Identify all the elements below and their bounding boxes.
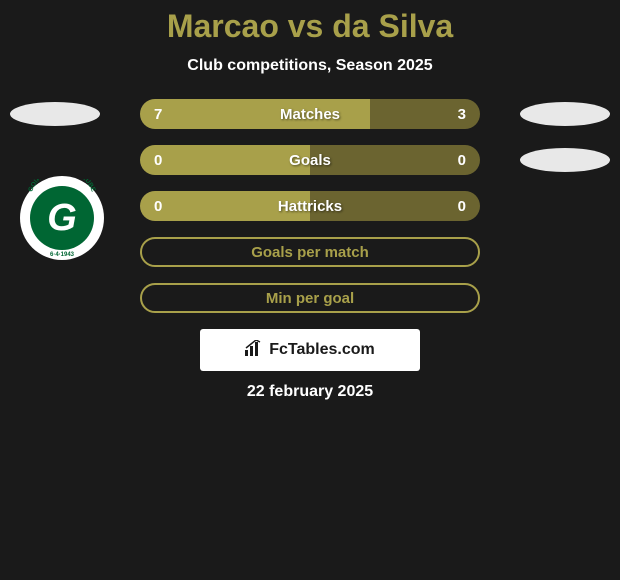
min-per-goal-row: Min per goal (0, 283, 620, 313)
brand-name: FcTables.com (269, 341, 375, 359)
matches-row: 7 Matches 3 (0, 99, 620, 129)
chart-icon (245, 340, 263, 361)
goals-stat-bar: 0 Goals 0 (140, 145, 480, 175)
matches-right-value: 3 (370, 99, 480, 129)
goias-letter: G (47, 197, 77, 240)
footer-date: 22 february 2025 (0, 383, 620, 401)
page-title: Marcao vs da Silva (0, 8, 620, 45)
hattricks-label: Hattricks (278, 198, 342, 215)
player1-badge-matches (10, 102, 100, 126)
ellipse-icon (520, 102, 610, 126)
goals-per-match-bar: Goals per match (140, 237, 480, 267)
brand-footer[interactable]: FcTables.com (200, 329, 420, 371)
min-per-goal-bar: Min per goal (140, 283, 480, 313)
player2-badge-goals (520, 148, 610, 172)
matches-label: Matches (280, 106, 340, 123)
goals-left-value: 0 (140, 145, 310, 175)
matches-stat-bar: 7 Matches 3 (140, 99, 480, 129)
badge-date: 6·4·1943 (50, 252, 74, 258)
club-badge-goias: GOIAS ESPORTE CLUBE G 6·4·1943 (20, 176, 104, 260)
ellipse-icon (520, 148, 610, 172)
goals-label: Goals (289, 152, 331, 169)
hattricks-stat-bar: 0 Hattricks 0 (140, 191, 480, 221)
goias-badge-inner: G (30, 186, 94, 250)
goals-right-value: 0 (310, 145, 480, 175)
goals-row: 0 Goals 0 (0, 145, 620, 175)
page-subtitle: Club competitions, Season 2025 (0, 57, 620, 75)
goias-badge-outer: GOIAS ESPORTE CLUBE G 6·4·1943 (20, 176, 104, 260)
ellipse-icon (10, 102, 100, 126)
player2-badge-matches (520, 102, 610, 126)
